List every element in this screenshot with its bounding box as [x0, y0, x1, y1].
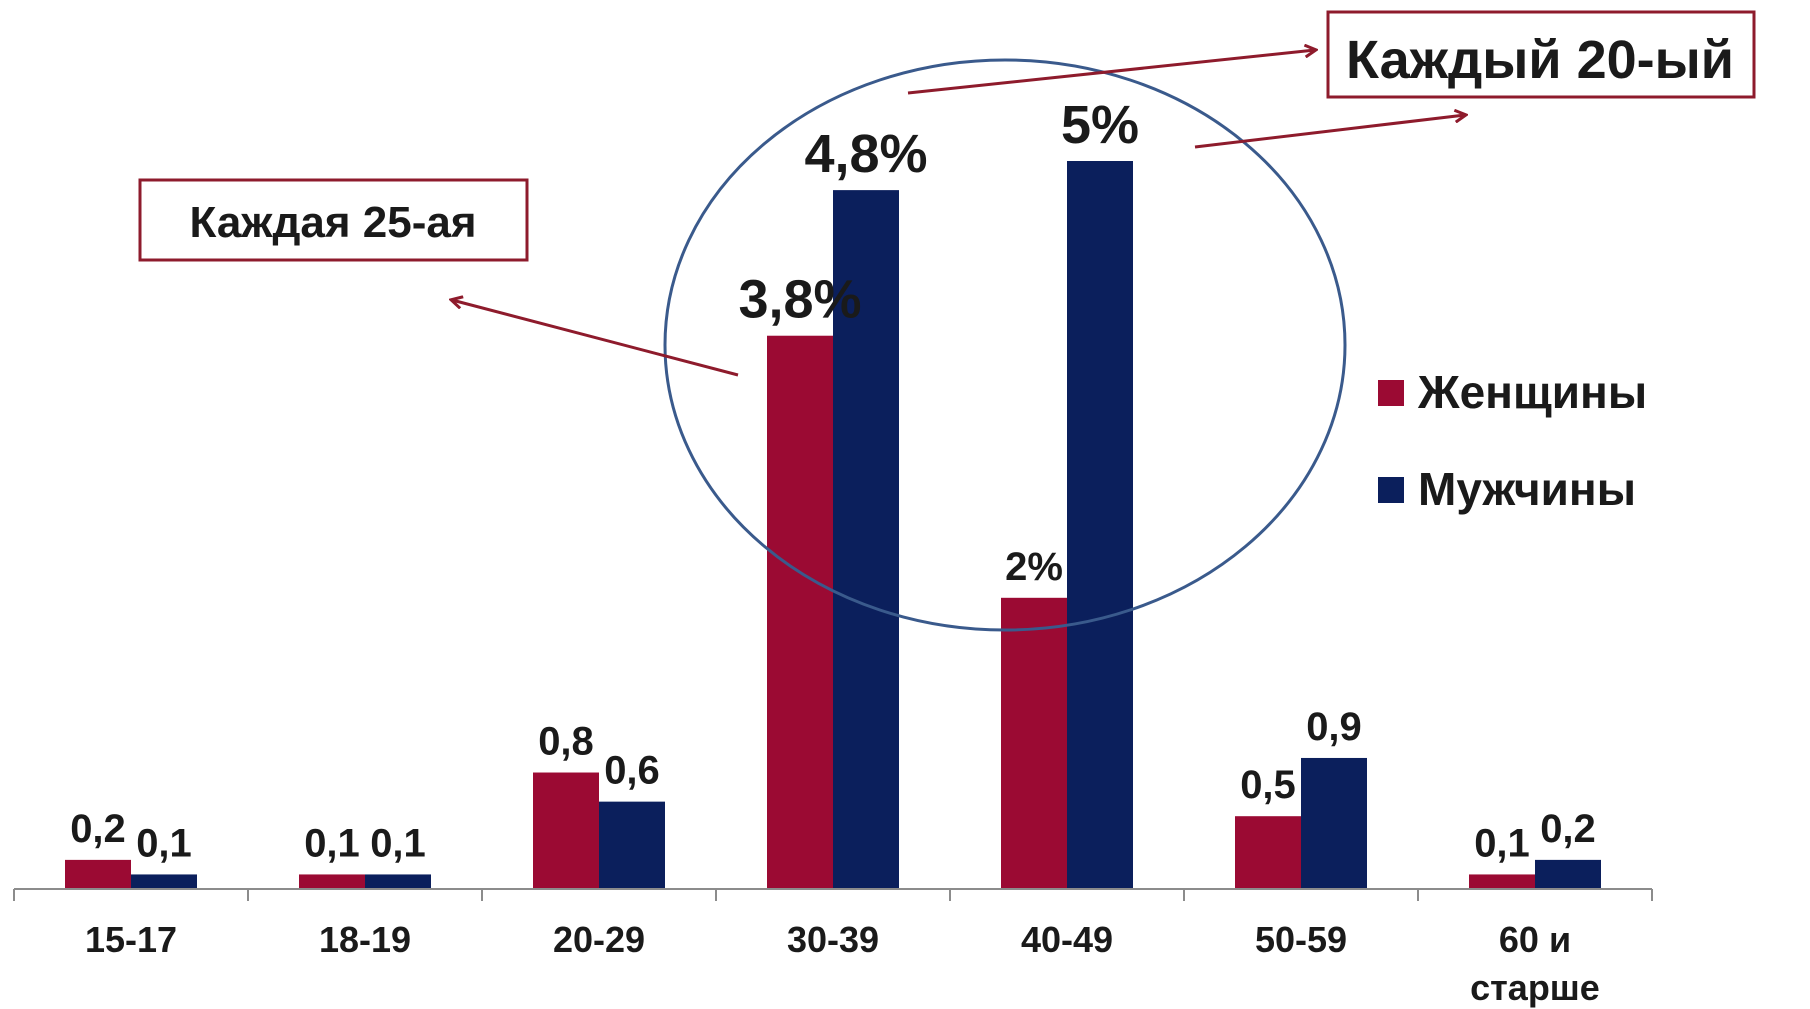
data-label: 0,6: [604, 749, 660, 793]
bar-women: [65, 859, 131, 889]
bar-women: [767, 335, 833, 890]
data-label: 4,8%: [804, 124, 927, 184]
data-label: 0,2: [70, 807, 126, 851]
bar-men: [1301, 757, 1367, 889]
data-label: 0,1: [304, 821, 360, 865]
highlight-ellipse: [663, 58, 1347, 632]
data-label: 0,1: [136, 821, 192, 865]
data-labels: 0,2 0,1 0,1 0,10,80,63,8%4,8%2%5%0,50,90,1 0…: [70, 95, 1596, 865]
annotation-men-arrow-2: [1194, 115, 1465, 149]
x-tick-labels: 15-17 18-19 20-29 30-39 40-49 50-59 60 и старше: [85, 919, 1600, 1008]
bar-women: [533, 772, 599, 889]
data-label: 2%: [1005, 545, 1063, 589]
data-label: 0,1: [370, 821, 426, 865]
data-label: 0,9: [1306, 705, 1362, 749]
legend-label-women: Женщины: [1417, 366, 1647, 418]
legend: Женщины Мужчины: [1378, 366, 1647, 515]
data-label: 0,5: [1240, 763, 1296, 807]
bar-men: [131, 874, 197, 889]
annotation-women-box: [138, 178, 529, 262]
x-tick-label: 18-19: [319, 919, 411, 960]
bar-men: [365, 874, 431, 889]
bar-men: [1067, 161, 1133, 889]
data-label: 5%: [1061, 95, 1139, 155]
legend-swatch-women: [1378, 380, 1404, 406]
annotation-women-text: Каждая 25-ая: [189, 198, 476, 247]
bar-women: [1235, 816, 1301, 889]
data-label: 0,2: [1540, 807, 1596, 851]
bar-men: [1535, 859, 1601, 889]
x-tick-label: 20-29: [553, 919, 645, 960]
x-tick-label: старше: [1470, 967, 1600, 1008]
annotation-men-arrow-1: [907, 50, 1315, 95]
bar-women: [299, 874, 365, 889]
bar-women: [1469, 874, 1535, 889]
x-tick-label: 50-59: [1255, 919, 1347, 960]
annotation-women-arrow: [452, 300, 739, 377]
x-axis: [13, 888, 1653, 901]
bars-layer: [65, 161, 1601, 890]
bar-women: [1001, 597, 1067, 889]
data-label: 3,8%: [738, 270, 861, 330]
x-tick-label: 15-17: [85, 919, 177, 960]
x-tick-label: 40-49: [1021, 919, 1113, 960]
bar-men: [833, 190, 899, 889]
bar-men: [599, 801, 665, 889]
legend-swatch-men: [1378, 477, 1404, 503]
annotation-men-box: [1326, 10, 1756, 99]
annotation-men-text: Каждый 20-ый: [1346, 30, 1734, 90]
x-tick-label: 60 и: [1499, 919, 1571, 960]
x-tick-label: 30-39: [787, 919, 879, 960]
annotation-men: Каждый 20-ый: [907, 10, 1756, 149]
data-label: 0,1: [1474, 821, 1530, 865]
annotation-women: Каждая 25-ая: [138, 178, 739, 377]
data-label: 0,8: [538, 720, 594, 764]
legend-label-men: Мужчины: [1418, 463, 1636, 515]
